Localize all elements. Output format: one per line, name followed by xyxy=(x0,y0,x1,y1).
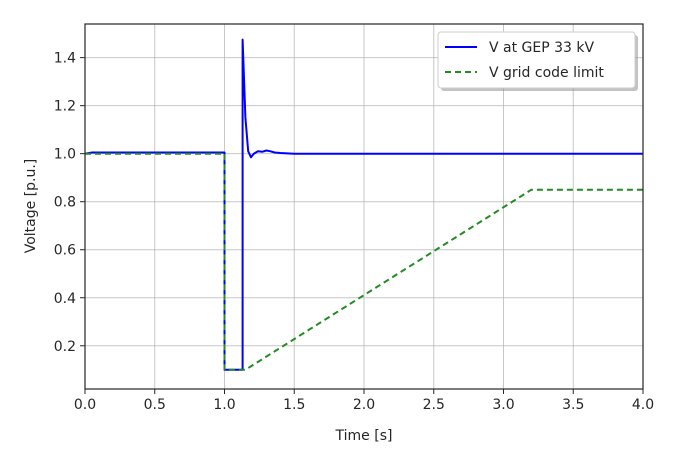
x-tick-label: 3.5 xyxy=(562,397,584,413)
y-tick-label: 1.4 xyxy=(54,51,76,67)
series-line xyxy=(85,152,643,371)
legend-label-limit: V grid code limit xyxy=(489,65,604,81)
y-tick-label: 0.8 xyxy=(54,195,76,211)
x-tick-label: 4.0 xyxy=(632,397,654,413)
y-axis-label: Voltage [p.u.] xyxy=(23,159,39,254)
x-tick-label: 0.0 xyxy=(74,397,96,413)
y-tick-label: 1.2 xyxy=(54,99,76,115)
y-tick-label: 1.0 xyxy=(54,147,76,163)
y-tick-label: 0.6 xyxy=(54,243,76,259)
x-tick-label: 2.5 xyxy=(423,397,445,413)
y-axis-ticks: 0.2 0.4 0.6 0.8 1.0 1.2 1.4 xyxy=(54,51,85,355)
x-tick-label: 1.5 xyxy=(283,397,305,413)
legend-label-voltage: V at GEP 33 kV xyxy=(489,40,595,56)
legend: V at GEP 33 kV V grid code limit xyxy=(437,31,638,91)
x-tick-label: 0.5 xyxy=(144,397,166,413)
x-tick-label: 3.0 xyxy=(492,397,514,413)
y-tick-label: 0.2 xyxy=(54,339,76,355)
x-axis-ticks: 0.0 0.5 1.0 1.5 2.0 2.5 3.0 3.5 4.0 xyxy=(74,389,654,413)
x-tick-label: 1.0 xyxy=(213,397,235,413)
plot-series xyxy=(84,38,643,371)
x-tick-label: 2.0 xyxy=(353,397,375,413)
y-tick-label: 0.4 xyxy=(54,291,76,307)
x-axis-label: Time [s] xyxy=(335,428,393,444)
